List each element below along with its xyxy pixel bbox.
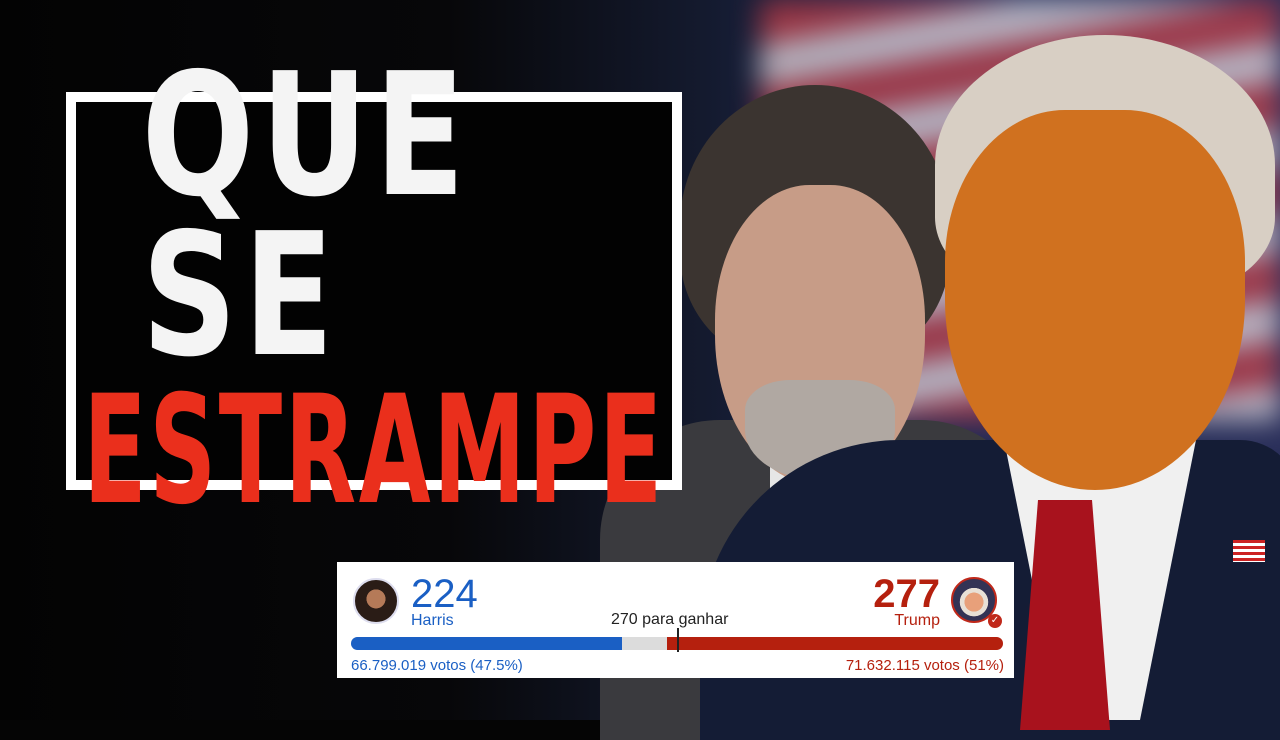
harris-popular-votes: 66.799.019 votos (47.5%) (351, 657, 523, 674)
harris-bar-fill (351, 637, 623, 650)
headline-line-2: ESTRAMPE (83, 364, 665, 538)
trump-popular-votes: 71.632.115 votos (51%) (845, 657, 1004, 674)
harris-electoral-votes: 224 (411, 572, 478, 616)
trump-face (945, 110, 1245, 490)
harris-name: Harris (411, 612, 454, 629)
goal-marker (677, 628, 679, 652)
check-icon: ✓ (988, 614, 1002, 628)
flag-pin-icon (1233, 540, 1265, 562)
goal-label: 270 para ganhar (611, 611, 729, 628)
trump-electoral-votes: 277 (873, 572, 940, 616)
headline-line-1: QUE SE (141, 37, 472, 395)
harris-avatar (353, 578, 399, 624)
headline-box: QUE SE ESTRAMPE (66, 51, 682, 526)
trump-name: Trump (894, 612, 940, 629)
trump-bar-fill (667, 637, 1003, 650)
election-results-widget: 224 Harris 270 para ganhar 277 Trump ✓ 6… (337, 562, 1014, 678)
